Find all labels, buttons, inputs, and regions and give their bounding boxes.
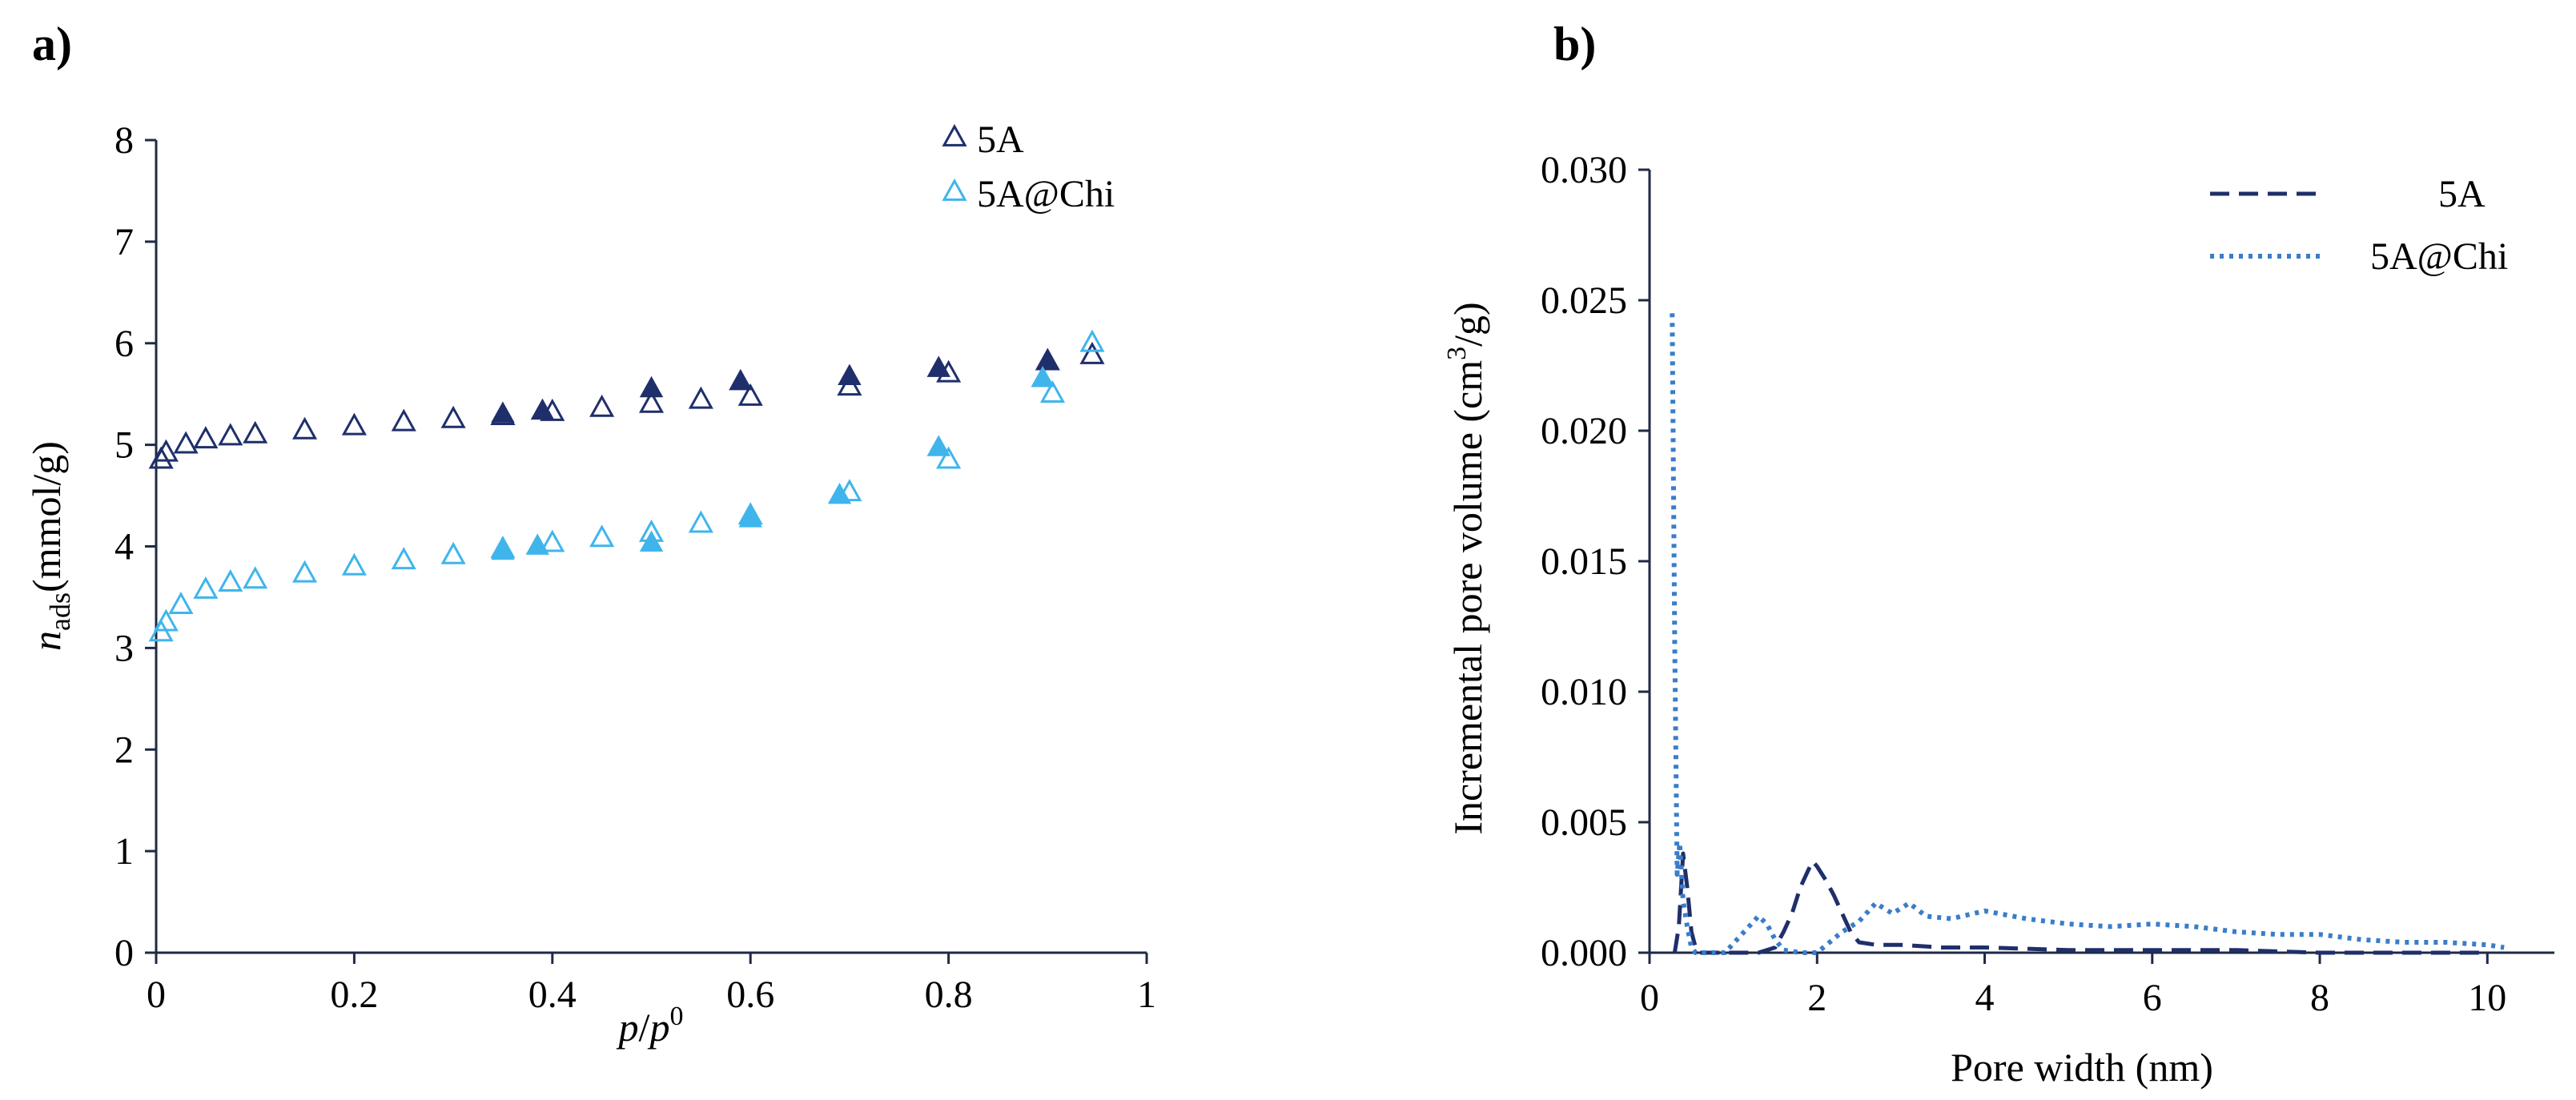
x-tick-label: 0.4 bbox=[528, 974, 577, 1016]
panel-b-legend: 5A 5A@Chi bbox=[2210, 173, 2508, 278]
y-tick-label: 2 bbox=[115, 729, 134, 771]
adsorption-point-5a bbox=[153, 439, 179, 462]
adsorption-point-5a-chi bbox=[688, 510, 713, 533]
desorption-point-5a bbox=[729, 368, 753, 391]
adsorption-point-5a-chi bbox=[1079, 329, 1105, 352]
series-line-5a-chi bbox=[1670, 313, 2505, 955]
y-tick-label: 0.010 bbox=[1541, 671, 1627, 713]
desorption-point-5a-chi bbox=[1031, 366, 1055, 387]
x-tick-label: 8 bbox=[2310, 977, 2329, 1019]
desorption-point-5a bbox=[639, 375, 664, 398]
adsorption-point-5a-chi bbox=[936, 446, 962, 469]
legend-marker-5a-chi bbox=[942, 178, 967, 201]
legend-label-5a: 5A bbox=[2438, 173, 2486, 215]
desorption-point-5a-chi bbox=[525, 533, 549, 555]
y-tick-label: 0.020 bbox=[1541, 410, 1627, 452]
y-tick-label: 8 bbox=[115, 119, 134, 162]
panel-b-label: b) bbox=[1553, 18, 1596, 70]
desorption-point-5a-chi bbox=[827, 482, 852, 504]
panel-a-legend: 5A 5A@Chi bbox=[942, 118, 1115, 215]
desorption-point-5a bbox=[1035, 348, 1059, 370]
x-tick-label: 10 bbox=[2468, 977, 2506, 1019]
panel-b-x-label: Pore width (nm) bbox=[1951, 1045, 2213, 1090]
legend-marker-5a bbox=[942, 123, 967, 147]
y-tick-label: 4 bbox=[115, 526, 134, 568]
adsorption-point-5a bbox=[218, 423, 243, 446]
x-tick-label: 0.8 bbox=[925, 974, 973, 1016]
x-tick-label: 1 bbox=[1137, 974, 1156, 1016]
desorption-point-5a-chi bbox=[926, 435, 950, 456]
panel-a-label: a) bbox=[32, 18, 72, 70]
x-tick-label: 4 bbox=[1975, 977, 1995, 1019]
desorption-point-5a bbox=[838, 363, 862, 385]
desorption-point-5a-chi bbox=[738, 506, 762, 528]
adsorption-point-5a-chi bbox=[391, 547, 416, 570]
adsorption-point-5a bbox=[341, 412, 367, 436]
y-tick-label: 0 bbox=[115, 932, 134, 974]
x-tick-label: 0 bbox=[147, 974, 166, 1016]
x-tick-label: 2 bbox=[1807, 977, 1827, 1019]
legend-label-5a: 5A bbox=[977, 118, 1024, 161]
y-tick-label: 3 bbox=[115, 627, 134, 669]
desorption-point-5a bbox=[530, 398, 555, 420]
legend-label-5a-chi: 5A@Chi bbox=[2370, 235, 2508, 278]
adsorption-point-5a-chi bbox=[1039, 380, 1066, 403]
adsorption-point-5a-chi bbox=[589, 524, 615, 548]
adsorption-point-5a bbox=[638, 390, 665, 413]
adsorption-point-5a bbox=[173, 431, 199, 454]
y-tick-label: 1 bbox=[115, 830, 134, 873]
desorption-point-5a-chi bbox=[639, 530, 664, 552]
y-tick-label: 0.025 bbox=[1541, 279, 1627, 322]
panel-b-y-label: Incremental pore volume (cm3/g) bbox=[1442, 302, 1490, 834]
y-tick-label: 0.030 bbox=[1541, 149, 1627, 191]
adsorption-point-5a bbox=[737, 383, 763, 406]
y-tick-label: 0.015 bbox=[1541, 540, 1627, 583]
y-tick-label: 7 bbox=[115, 221, 134, 263]
adsorption-point-5a bbox=[292, 416, 318, 440]
desorption-point-5a bbox=[491, 401, 515, 423]
y-tick-label: 5 bbox=[115, 424, 134, 467]
legend-label-5a-chi: 5A@Chi bbox=[977, 173, 1115, 215]
adsorption-point-5a-chi bbox=[837, 479, 862, 502]
panel-a: a) 0 1 2 3 4 5 6 7 8 0 0.2 0.4 0.6 0.8 1 nads(mmol/g)… bbox=[24, 18, 1156, 1050]
adsorption-point-5a bbox=[193, 426, 219, 449]
panel-a-x-label: p/p0 bbox=[617, 1002, 684, 1050]
series-line-5a bbox=[1672, 851, 2479, 955]
adsorption-point-5a-chi bbox=[341, 552, 367, 576]
adsorption-point-5a bbox=[243, 420, 268, 444]
adsorption-point-5a-chi bbox=[193, 576, 219, 599]
desorption-point-5a bbox=[926, 355, 950, 377]
adsorption-point-5a-chi bbox=[218, 569, 243, 592]
x-tick-label: 0.6 bbox=[726, 974, 774, 1016]
x-tick-label: 6 bbox=[2143, 977, 2162, 1019]
panel-a-y-label: nads(mmol/g) bbox=[24, 441, 76, 651]
panel-b: b) 0.000 0.005 0.010 0.015 0.020 0.025 0.030 0… bbox=[1442, 18, 2554, 1090]
adsorption-point-5a bbox=[391, 408, 416, 432]
x-tick-label: 0 bbox=[1640, 977, 1659, 1019]
y-tick-label: 0.005 bbox=[1541, 801, 1627, 844]
y-tick-label: 6 bbox=[115, 323, 134, 365]
adsorption-point-5a-chi bbox=[243, 566, 268, 589]
adsorption-point-5a-chi bbox=[540, 529, 565, 552]
x-tick-label: 0.2 bbox=[330, 974, 378, 1016]
y-tick-label: 0.000 bbox=[1541, 932, 1627, 974]
adsorption-point-5a-chi bbox=[153, 608, 179, 632]
adsorption-point-5a-chi bbox=[440, 541, 466, 564]
adsorption-point-5a-chi bbox=[168, 591, 194, 614]
adsorption-point-5a bbox=[1079, 341, 1105, 364]
adsorption-point-5a bbox=[589, 394, 615, 417]
adsorption-point-5a bbox=[440, 405, 466, 428]
adsorption-point-5a-chi bbox=[292, 560, 318, 583]
desorption-point-5a-chi bbox=[491, 538, 515, 560]
adsorption-point-5a bbox=[688, 386, 713, 409]
